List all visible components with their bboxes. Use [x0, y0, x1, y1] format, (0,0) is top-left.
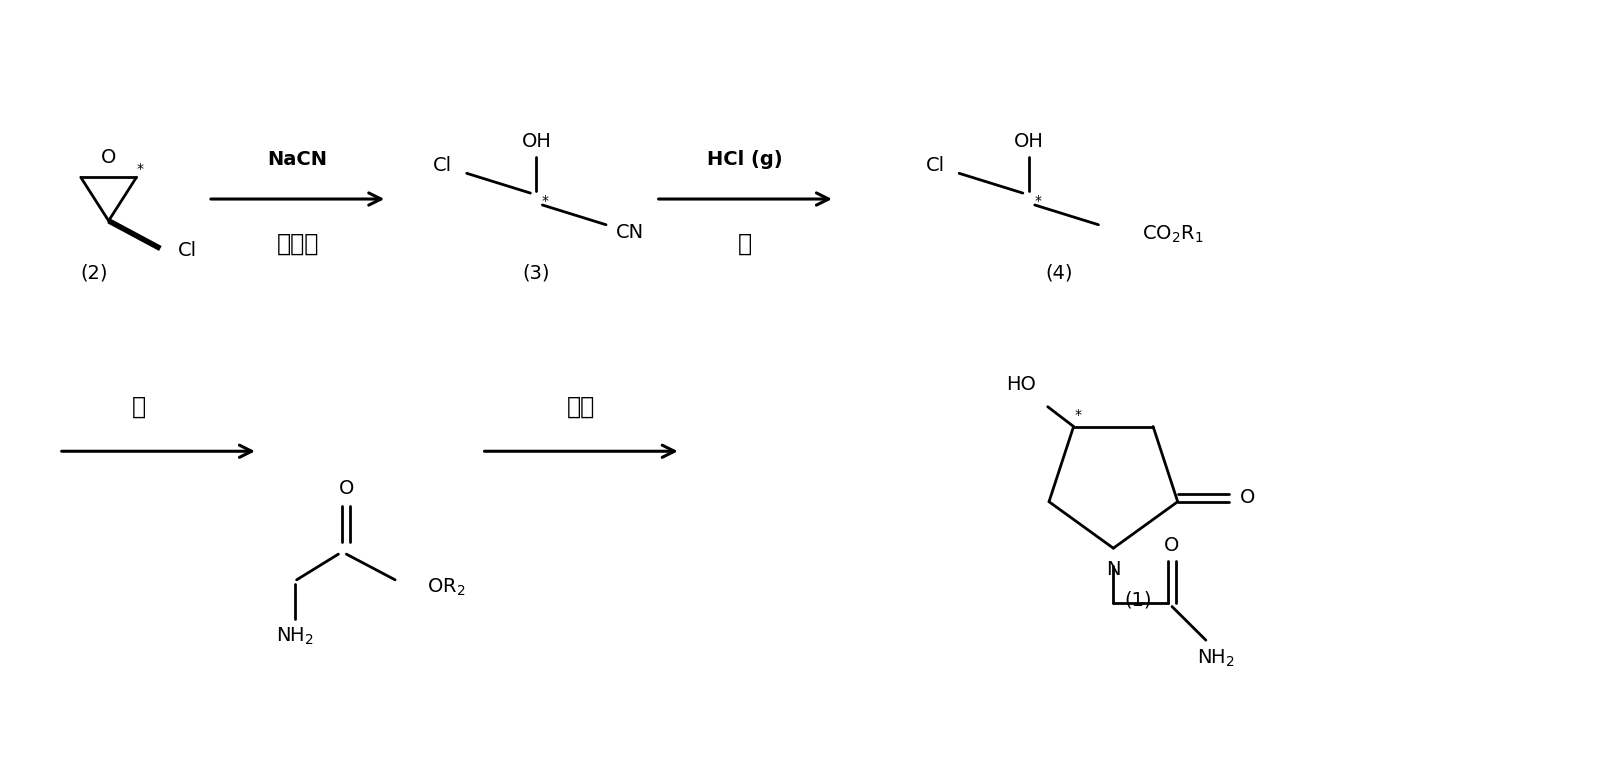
- Text: Cl: Cl: [926, 156, 945, 175]
- Text: O: O: [1164, 535, 1180, 555]
- Text: HCl (g): HCl (g): [707, 150, 783, 169]
- Text: HO: HO: [1006, 376, 1036, 394]
- Text: 醇: 醇: [738, 232, 752, 255]
- Text: 煅: 煅: [131, 395, 145, 419]
- Text: O: O: [339, 479, 355, 499]
- Text: Cl: Cl: [179, 241, 198, 260]
- Text: OH: OH: [1014, 132, 1044, 151]
- Text: N: N: [1107, 561, 1121, 579]
- Text: NaCN: NaCN: [268, 150, 327, 169]
- Text: OH: OH: [522, 132, 551, 151]
- Text: *: *: [1075, 407, 1081, 422]
- Text: (4): (4): [1044, 264, 1072, 283]
- Text: O: O: [1239, 489, 1255, 507]
- Text: CN: CN: [616, 223, 644, 242]
- Text: *: *: [541, 194, 549, 208]
- Text: (2): (2): [80, 264, 107, 283]
- Text: *: *: [1035, 194, 1041, 208]
- Text: OR$_2$: OR$_2$: [426, 577, 465, 598]
- Text: (3): (3): [522, 264, 549, 283]
- Text: CO$_2$R$_1$: CO$_2$R$_1$: [1142, 224, 1204, 245]
- Text: 柠橬酸: 柠橬酸: [276, 232, 319, 255]
- Text: (1): (1): [1124, 590, 1151, 609]
- Text: NH$_2$: NH$_2$: [276, 626, 313, 647]
- Text: O: O: [101, 148, 117, 167]
- Text: NH$_2$: NH$_2$: [1196, 647, 1234, 669]
- Text: 氨解: 氨解: [567, 395, 596, 419]
- Text: Cl: Cl: [433, 156, 452, 175]
- Text: *: *: [137, 163, 144, 176]
